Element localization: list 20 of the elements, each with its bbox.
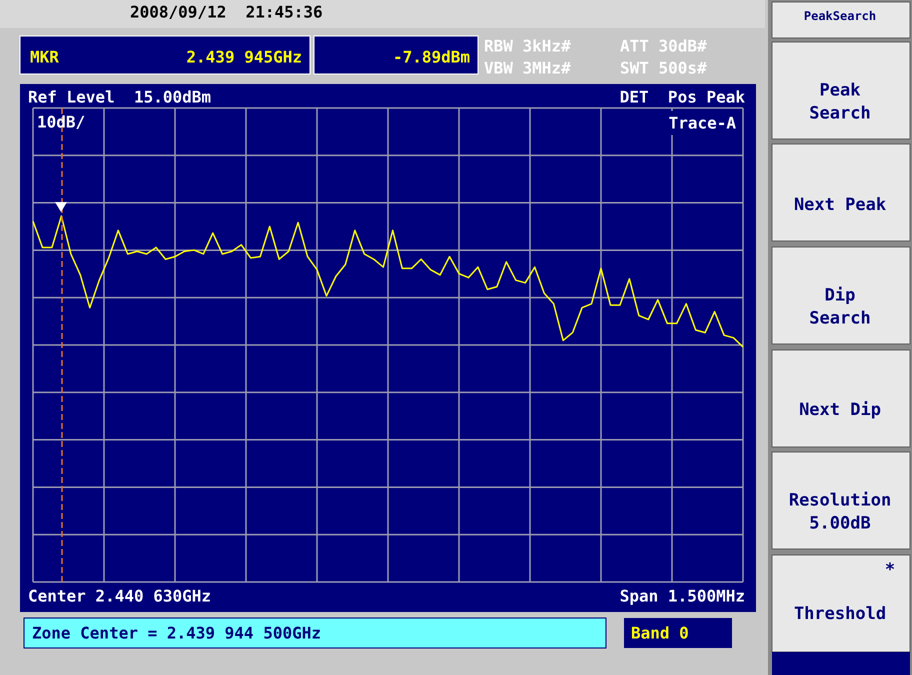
text: * [884, 560, 896, 580]
text: MKR [30, 48, 60, 66]
text: 2.439 945GHz [186, 48, 302, 66]
text: PeakSearch [804, 9, 876, 23]
text: Zone Center = 2.439 944 500GHz [32, 624, 321, 642]
text: Dip Search [809, 286, 871, 328]
text: Threshold [794, 604, 886, 624]
text: Next Dip [799, 400, 881, 420]
text: DET Pos Peak [620, 88, 746, 106]
text: 10dB/ [37, 112, 86, 132]
text: 2008/09/12 21:45:36 [130, 2, 323, 22]
text: Ref Level 15.00dBm [28, 88, 212, 106]
text: Span 1.500MHz [620, 586, 745, 606]
text: Band 0 [631, 624, 689, 642]
text: -7.89dBm [392, 48, 470, 66]
text: Center 2.440 630GHz [28, 586, 212, 606]
text: Next Peak [794, 195, 886, 215]
text: Trace-A [668, 114, 736, 132]
text: Resolution 5.00dB [788, 490, 892, 534]
text: Peak Search [809, 80, 871, 124]
